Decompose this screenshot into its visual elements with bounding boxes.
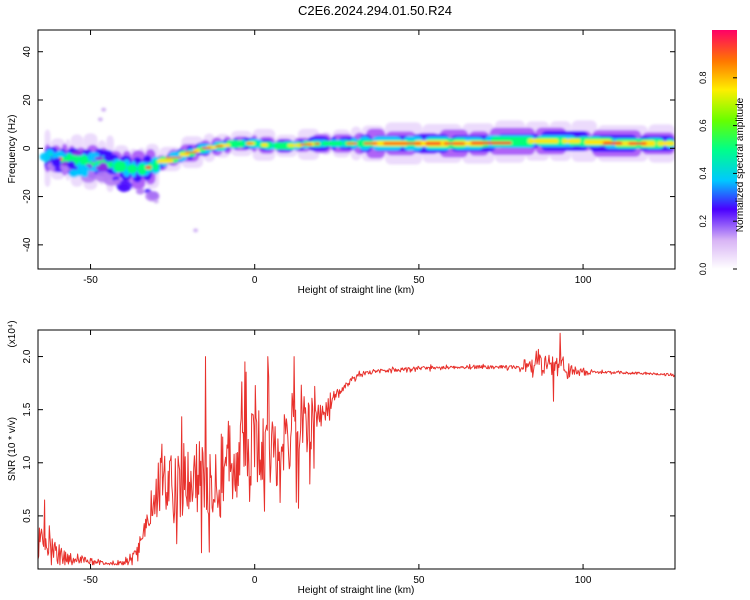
y-tick-label: 20 [22,94,33,106]
spectral-blob [193,228,199,233]
snr-y-ticks: 0.5 1.0 1.5 2.0 [22,349,675,523]
snr-x-ticks: -50 0 50 100 [83,330,592,586]
y-tick-label: 1.0 [22,455,33,469]
spectral-blob [103,152,115,162]
y-tick-label: -40 [22,237,33,252]
x-tick-label: 50 [413,575,425,586]
spectral-blob [321,141,344,146]
y-tick-label: 0.5 [22,509,33,523]
y-tick-label: 0 [22,145,33,151]
spectral-blob [68,169,79,178]
spectral-blob [153,199,159,204]
spectral-blob [94,156,105,161]
spectral-blob [640,140,656,147]
spectral-blob [95,171,111,183]
snr-panel: -50 0 50 100 0.5 1.0 1.5 2.0 (x10⁴) Height of … [7,320,676,596]
colorbar-ticks: 0.0 0.2 0.4 0.6 0.8 [698,72,737,276]
spectral-blob [215,145,223,148]
spectral-blob [489,136,535,147]
spectral-blob [72,150,84,156]
colorbar-tick-label: 0.4 [698,167,708,180]
spectral-blob [657,141,675,146]
figure-title: C2E6.2024.294.01.50.R24 [298,3,452,18]
spectral-blob [67,160,76,169]
spectral-blob [470,141,512,145]
spectrogram-x-axis-label: Height of straight line (km) [298,285,415,296]
snr-multiplier-label: (x10⁴) [7,320,18,347]
colorbar-tick-label: 0.0 [698,263,708,276]
y-tick-label: 2.0 [22,349,33,363]
colorbar-tick-label: 0.6 [698,119,708,132]
spectral-blob [153,159,159,172]
spectrogram-x-ticks: -50 0 50 100 [83,30,592,286]
snr-frame [37,329,676,570]
y-tick-label: 40 [22,46,33,58]
spectral-blob [126,164,138,174]
spectral-blob [66,152,73,163]
snr-x-axis-label: Height of straight line (km) [298,585,415,596]
spectral-blob [113,161,127,173]
spectral-blob [363,142,378,145]
spectral-blob [157,159,174,164]
spectral-blob [72,155,85,161]
x-tick-label: 100 [575,575,592,586]
spectral-blob [77,164,90,173]
colorbar-tick-label: 0.8 [698,72,708,85]
colorbar-tick-label: 0.2 [698,215,708,228]
colorbar-label: Normalized spectral amplitude [735,97,746,232]
spectral-blob [602,141,623,145]
spectral-blob [98,162,108,171]
spectral-blob [300,143,313,146]
x-tick-label: -50 [83,575,98,586]
x-tick-label: 100 [575,275,592,286]
spectrogram-frame [37,29,676,270]
spectral-blob [314,142,320,145]
spectral-blob [165,156,182,159]
spectral-blob [118,184,130,193]
y-tick-label: 1.5 [22,402,33,416]
x-tick-label: -50 [83,275,98,286]
spectral-blob [346,142,358,145]
colorbar-gradient [712,30,737,269]
x-tick-label: 0 [252,275,258,286]
spectral-blob [443,142,465,145]
spectrogram-y-axis-label: Frequency (Hz) [7,115,18,184]
spectrogram-panel: -50 0 50 100 -40 -20 0 20 40 Height of straight… [7,29,676,296]
spectral-blob [113,179,121,185]
spectral-blob [179,152,190,157]
colorbar: 0.0 0.2 0.4 0.6 0.8 Normalized spectral ampl… [698,30,746,275]
spectral-blob [39,152,52,162]
spectral-blob [145,191,160,202]
spectral-blob [527,138,559,144]
spectral-blob [628,142,647,145]
spectral-blob [261,143,268,147]
spectral-blob [135,188,145,195]
spectral-blob [101,107,107,112]
spectral-blob [287,143,304,147]
spectral-blob [425,142,442,145]
spectrogram-y-ticks: -40 -20 0 20 40 [22,46,675,252]
x-tick-label: 50 [413,275,425,286]
snr-series-line [38,332,675,566]
spectral-blob [201,147,212,150]
spectral-blob [185,151,198,154]
spectral-blob [137,163,148,175]
y-tick-label: -20 [22,189,33,204]
spectral-blob [145,165,152,170]
spectral-blob [383,142,422,145]
snr-y-axis-label: SNR (10 * v/v) [7,417,18,481]
spectral-blob [97,117,103,122]
spectral-blob [246,142,253,145]
spectral-blob [225,140,245,148]
spectral-blob [561,139,581,144]
spectral-blob [51,157,62,168]
spectrogram-heatmap [39,107,675,233]
x-tick-label: 0 [252,575,258,586]
